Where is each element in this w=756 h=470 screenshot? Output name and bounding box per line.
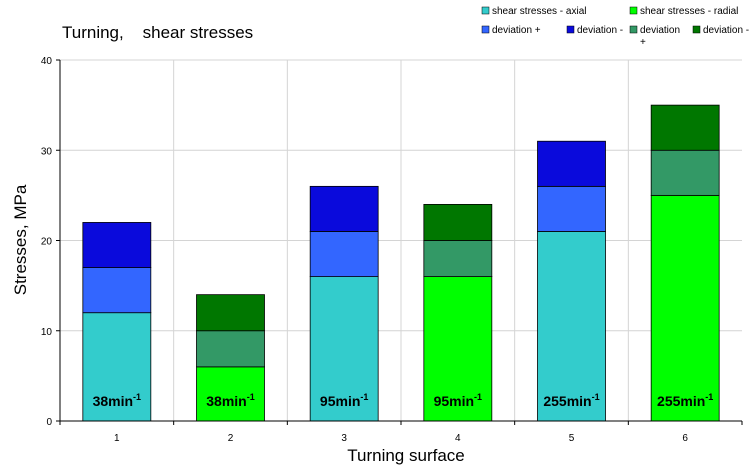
bar-segment [423, 276, 493, 422]
speed-label: 95min-1 [434, 392, 482, 409]
speed-label: 38min-1 [206, 392, 254, 409]
x-tick-label: 2 [228, 433, 234, 444]
axes: 0 10 20 30 40 1 2 3 4 5 6 [41, 56, 743, 444]
chart-title: Turning, shear stresses [62, 23, 253, 42]
y-tick-label: 0 [46, 417, 52, 428]
x-tick-label: 5 [569, 433, 575, 444]
legend-label-line2: + [640, 37, 646, 48]
bar-segment [309, 231, 379, 278]
legend-label: deviation [640, 25, 680, 36]
y-axis-title: Stresses, MPa [11, 184, 30, 295]
legend-swatch [566, 25, 575, 34]
bar-segment [537, 140, 606, 187]
speed-label: 95min-1 [320, 392, 368, 409]
y-tick-label: 30 [41, 146, 53, 157]
legend-swatch [481, 25, 490, 34]
legend-swatch [629, 25, 638, 34]
y-tick-label: 20 [41, 237, 53, 248]
legend: shear stresses - axial shear stresses - r… [481, 6, 749, 48]
bars [82, 104, 720, 422]
legend-label: shear stresses - axial [492, 6, 586, 17]
legend-label: shear stresses - radial [640, 6, 738, 17]
bar-segment [650, 149, 720, 196]
bar-segment [196, 330, 265, 368]
x-tick-label: 3 [341, 433, 347, 444]
legend-swatch [481, 6, 490, 15]
bar-segment [196, 294, 265, 332]
speed-label: 255min-1 [543, 392, 599, 409]
legend-label: deviation - [577, 25, 623, 36]
x-tick-label: 6 [682, 433, 688, 444]
bar-segment [537, 231, 606, 422]
legend-label: deviation - [703, 25, 749, 36]
bar-segment [537, 185, 606, 232]
bar-segment [423, 240, 493, 277]
y-tick-label: 40 [41, 56, 53, 67]
legend-swatch [692, 25, 701, 34]
bar-segment [82, 312, 152, 422]
speed-label: 38min-1 [93, 392, 141, 409]
grid [60, 59, 742, 421]
bar-segment [423, 203, 493, 241]
speed-label: 255min-1 [657, 392, 713, 409]
y-tick-label: 10 [41, 327, 53, 338]
x-axis-title: Turning surface [347, 446, 464, 465]
x-tick-label: 4 [455, 433, 461, 444]
bar-segment [82, 267, 152, 314]
legend-swatch [629, 6, 638, 15]
x-tick-label: 1 [114, 433, 120, 444]
bar-segment [650, 104, 720, 151]
bar-segment [82, 222, 152, 268]
bar-segment [650, 194, 720, 422]
bar-labels: 38min-1 38min-1 95min-1 95min-1 255min-1 255m… [93, 392, 714, 409]
bar-segment [309, 185, 379, 232]
legend-label: deviation + [492, 25, 541, 36]
